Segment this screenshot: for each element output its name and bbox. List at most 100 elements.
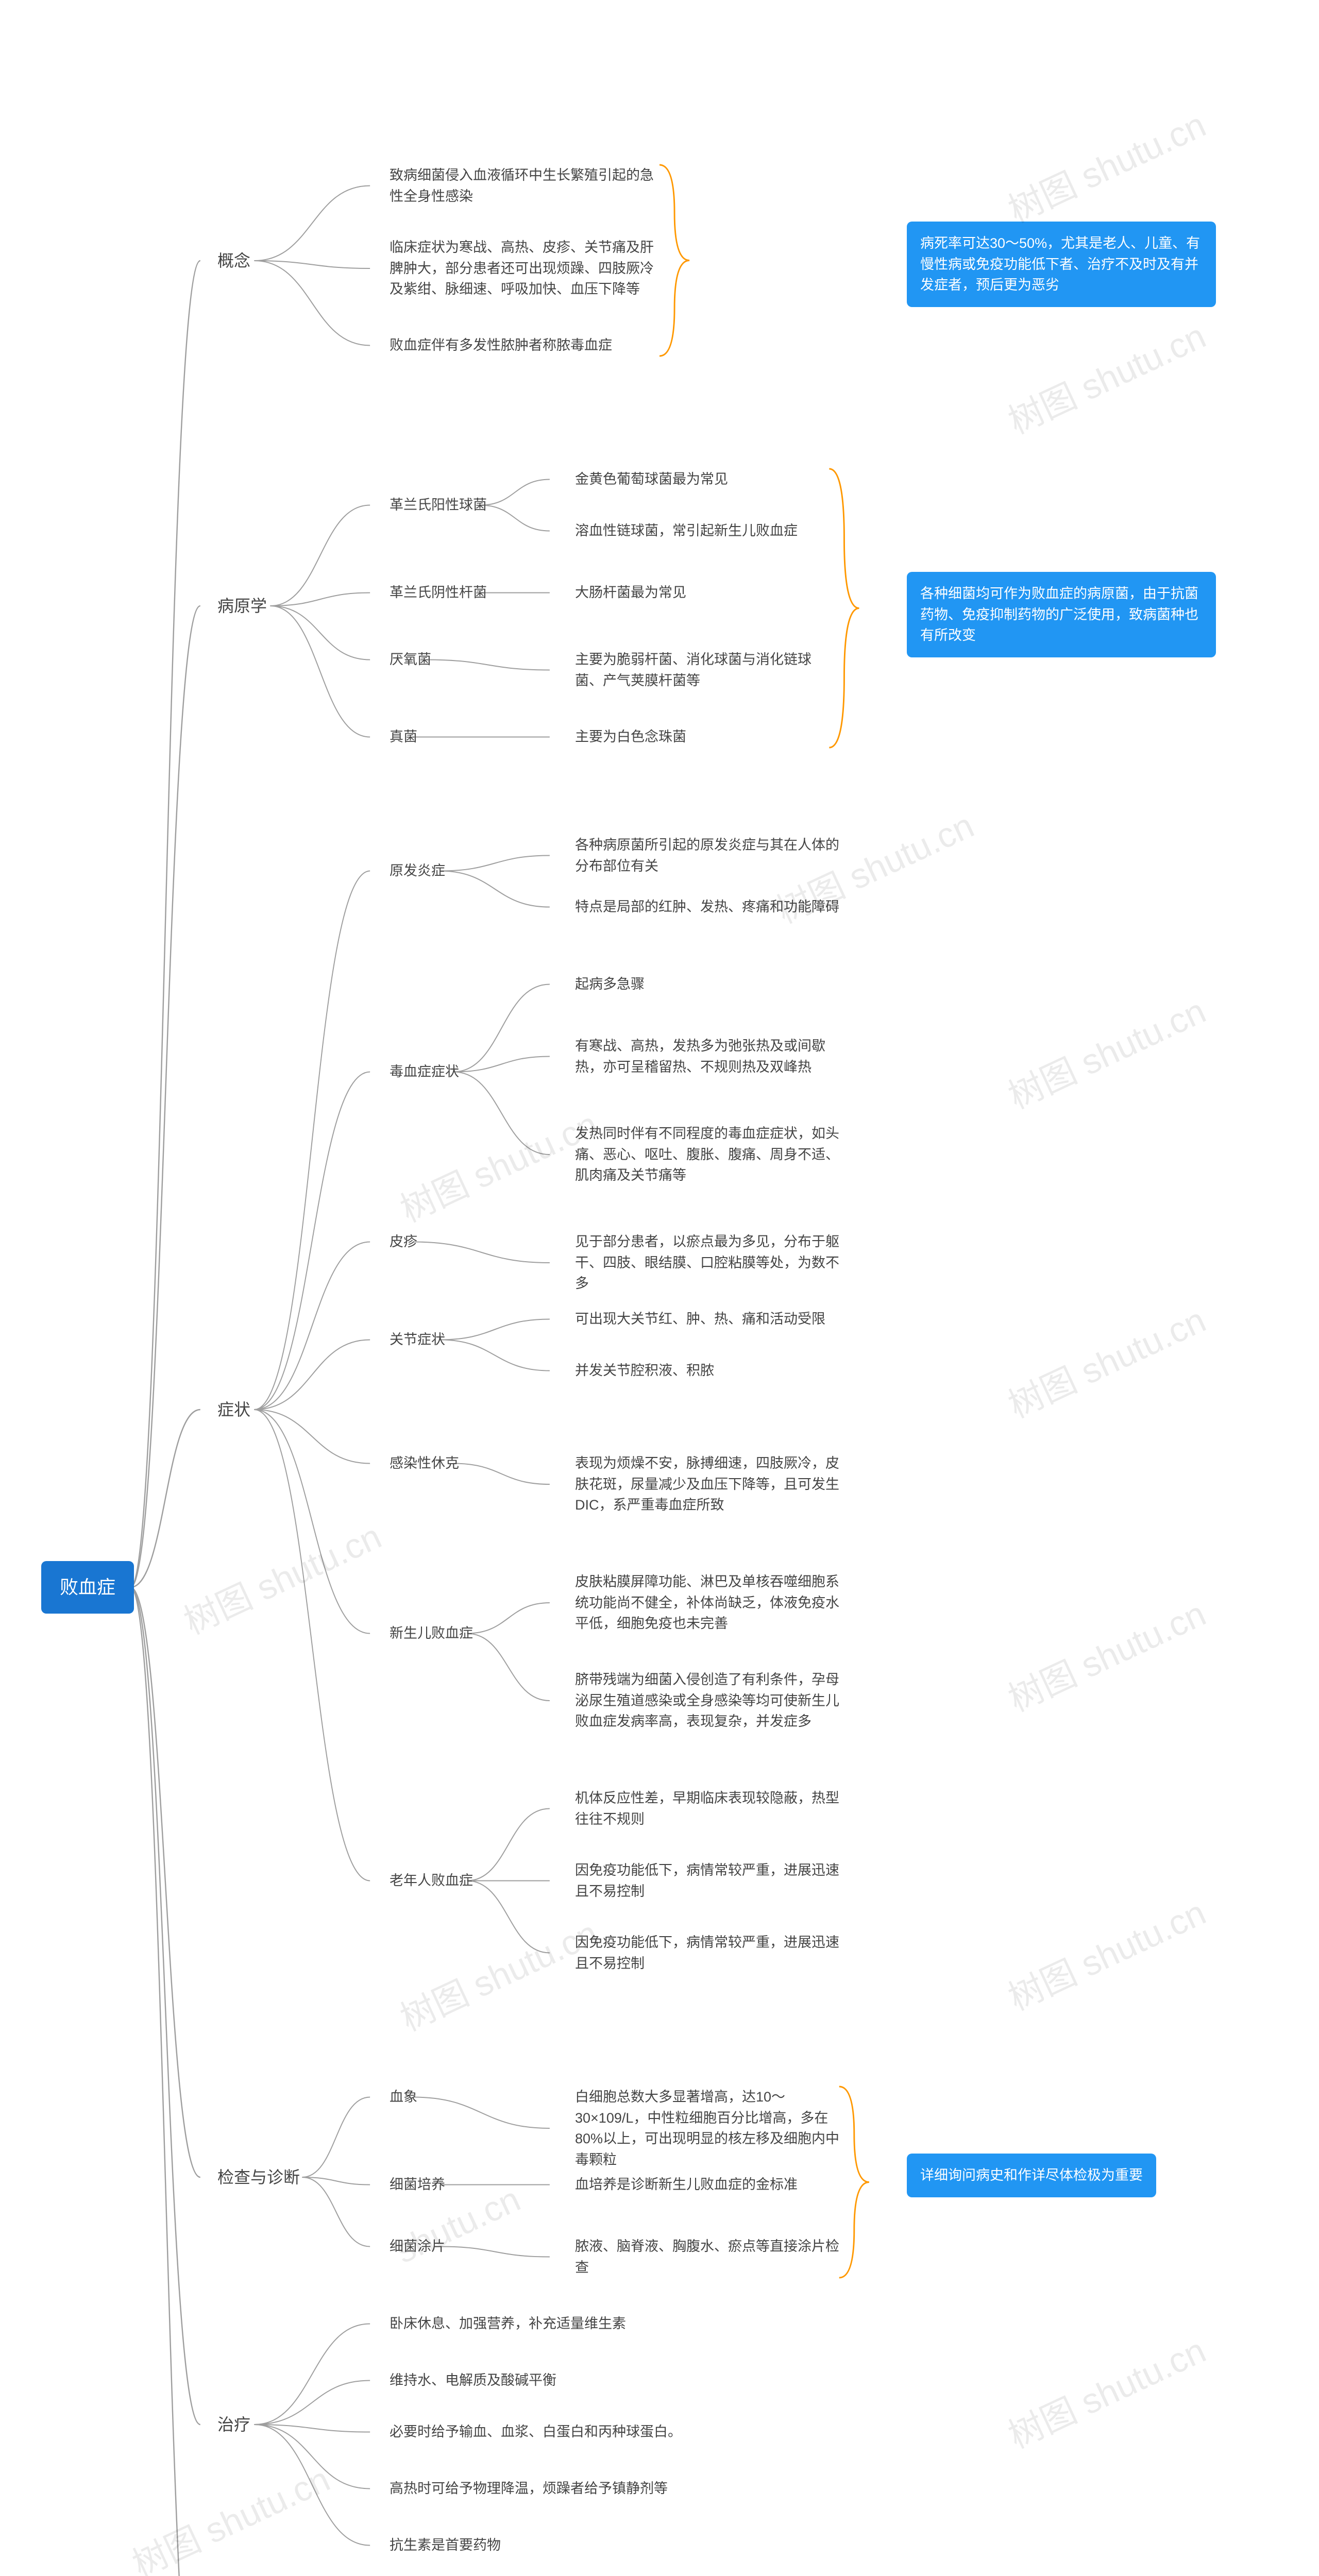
- symptoms-primary-child-0-label: 各种病原菌所引起的原发炎症与其在人体的分布部位有关: [575, 835, 847, 876]
- symptoms-elderly: 老年人败血症: [381, 1865, 481, 1896]
- symptoms-elderly-child-0: 机体反应性差，早期临床表现较隐蔽，热型往往不规则: [567, 1783, 855, 1835]
- level1-treatment-label: 治疗: [217, 2412, 250, 2437]
- mindmap-canvas: 败血症概念病原学症状检查与诊断治疗预防致病细菌侵入血液循环中生长繁殖引起的急性全…: [21, 41, 1298, 2576]
- pathology-fungus-child-0: 主要为白色念珠菌: [567, 721, 695, 753]
- treatment-child-3: 高热时可给予物理降温，烦躁者给予镇静剂等: [381, 2473, 676, 2504]
- pathology-fungus: 真菌: [381, 721, 426, 753]
- symptoms-joint: 关节症状: [381, 1324, 453, 1355]
- concept-child-1-label: 临床症状为寒战、高热、皮疹、关节痛及肝脾肿大，部分患者还可出现烦躁、四肢厥冷及紫…: [390, 237, 662, 300]
- pathology-anaerobe: 厌氧菌: [381, 644, 439, 675]
- symptoms-toxemia-child-2: 发热同时伴有不同程度的毒血症症状，如头痛、恶心、呕吐、腹胀、腹痛、周身不适、肌肉…: [567, 1118, 855, 1191]
- treatment-child-4-label: 抗生素是首要药物: [390, 2535, 501, 2556]
- watermark-3: 树图 shutu.cn: [999, 983, 1212, 1119]
- diagnosis-blood-label: 血象: [390, 2087, 417, 2108]
- symptoms-elderly-child-0-label: 机体反应性差，早期临床表现较隐蔽，热型往往不规则: [575, 1788, 847, 1829]
- symptoms-toxemia-child-0-label: 起病多急骤: [575, 974, 645, 995]
- symptoms-joint-child-1: 并发关节腔积液、积脓: [567, 1355, 722, 1386]
- watermark-1: 树图 shutu.cn: [999, 308, 1212, 444]
- symptoms-primary-child-1: 特点是局部的红肿、发热、疼痛和功能障碍: [567, 891, 848, 923]
- diagnosis-blood: 血象: [381, 2081, 426, 2113]
- pathology-anaerobe-label: 厌氧菌: [390, 649, 431, 670]
- watermark-6: 树图 shutu.cn: [174, 1509, 388, 1645]
- symptoms-rash: 皮疹: [381, 1226, 426, 1258]
- concept-child-0: 致病细菌侵入血液循环中生长繁殖引起的急性全身性感染: [381, 160, 670, 212]
- symptoms-elderly-child-1-label: 因免疫功能低下，病情常较严重，进展迅速且不易控制: [575, 1860, 847, 1902]
- diagnosis-culture: 细菌培养: [381, 2169, 453, 2200]
- symptoms-elderly-child-2: 因免疫功能低下，病情常较严重，进展迅速且不易控制: [567, 1927, 855, 1979]
- level1-pathology-label: 病原学: [217, 594, 267, 618]
- symptoms-shock-child-0-label: 表现为烦燥不安，脉搏细速，四肢厥冷，皮肤花斑，尿量减少及血压下降等，且可发生DI…: [575, 1453, 847, 1516]
- pathology-gram_pos-child-1: 溶血性链球菌，常引起新生儿败血症: [567, 515, 806, 547]
- symptoms-elderly-child-1: 因免疫功能低下，病情常较严重，进展迅速且不易控制: [567, 1855, 855, 1907]
- symptoms-shock-child-0: 表现为烦燥不安，脉搏细速，四肢厥冷，皮肤花斑，尿量减少及血压下降等，且可发生DI…: [567, 1448, 855, 1521]
- symptoms-toxemia-child-1-label: 有寒战、高热，发热多为弛张热及或间歇热，亦可呈稽留热、不规则热及双峰热: [575, 1036, 847, 1077]
- pathology-fungus-label: 真菌: [390, 726, 417, 748]
- diagnosis-callout-label: 详细询问病史和作详尽体检极为重要: [920, 2165, 1143, 2186]
- level1-diagnosis-label: 检查与诊断: [217, 2165, 300, 2190]
- pathology-gram_pos-child-0: 金黄色葡萄球菌最为常见: [567, 464, 736, 495]
- watermark-7: 树图 shutu.cn: [999, 1586, 1212, 1722]
- root-node-label: 败血症: [60, 1573, 115, 1601]
- symptoms-primary-child-0: 各种病原菌所引起的原发炎症与其在人体的分布部位有关: [567, 829, 855, 882]
- symptoms-rash-child-0-label: 见于部分患者，以瘀点最为多见，分布于躯干、四肢、眼结膜、口腔粘膜等处，为数不多: [575, 1231, 847, 1294]
- symptoms-toxemia-child-1: 有寒战、高热，发热多为弛张热及或间歇热，亦可呈稽留热、不规则热及双峰热: [567, 1030, 855, 1082]
- level1-concept-label: 概念: [217, 248, 250, 273]
- level1-treatment: 治疗: [206, 2406, 262, 2443]
- concept-child-1: 临床症状为寒战、高热、皮疹、关节痛及肝脾肿大，部分患者还可出现烦躁、四肢厥冷及紫…: [381, 232, 670, 305]
- pathology-gram_pos: 革兰氏阳性球菌: [381, 489, 495, 521]
- watermark-5: 树图 shutu.cn: [999, 1292, 1212, 1428]
- pathology-gram_pos-child-1-label: 溶血性链球菌，常引起新生儿败血症: [575, 520, 798, 541]
- symptoms-primary-label: 原发炎症: [390, 860, 445, 882]
- symptoms-primary-child-1-label: 特点是局部的红肿、发热、疼痛和功能障碍: [575, 896, 839, 918]
- pathology-gram_neg: 革兰氏阴性杆菌: [381, 577, 495, 608]
- symptoms-rash-label: 皮疹: [390, 1231, 417, 1252]
- diagnosis-blood-child-0: 白细胞总数大多显著增高，达10～30×109/L，中性粒细胞百分比增高，多在80…: [567, 2081, 855, 2175]
- root-node: 败血症: [41, 1561, 134, 1614]
- symptoms-neonate-label: 新生儿败血症: [390, 1623, 473, 1644]
- diagnosis-callout: 详细询问病史和作详尽体检极为重要: [907, 2154, 1156, 2197]
- watermark-11: 树图 shutu.cn: [999, 2323, 1212, 2459]
- symptoms-shock: 感染性休克: [381, 1448, 467, 1479]
- symptoms-toxemia-child-0: 起病多急骤: [567, 969, 653, 1000]
- level1-pathology: 病原学: [206, 587, 278, 624]
- pathology-gram_pos-label: 革兰氏阳性球菌: [390, 495, 487, 516]
- symptoms-joint-child-0: 可出现大关节红、肿、热、痛和活动受限: [567, 1303, 834, 1335]
- concept-child-2: 败血症伴有多发性脓肿者称脓毒血症: [381, 330, 620, 361]
- diagnosis-culture-child-0: 血培养是诊断新生儿败血症的金标准: [567, 2169, 806, 2200]
- pathology-fungus-child-0-label: 主要为白色念珠菌: [575, 726, 686, 748]
- concept-child-2-label: 败血症伴有多发性脓肿者称脓毒血症: [390, 335, 612, 356]
- pathology-gram_neg-child-0-label: 大肠杆菌最为常见: [575, 582, 686, 603]
- treatment-child-0: 卧床休息、加强营养，补充适量维生素: [381, 2308, 634, 2340]
- level1-concept: 概念: [206, 242, 262, 279]
- symptoms-elderly-child-2-label: 因免疫功能低下，病情常较严重，进展迅速且不易控制: [575, 1932, 847, 1974]
- treatment-child-3-label: 高热时可给予物理降温，烦躁者给予镇静剂等: [390, 2478, 668, 2499]
- symptoms-toxemia: 毒血症症状: [381, 1056, 467, 1088]
- pathology-gram_neg-child-0: 大肠杆菌最为常见: [567, 577, 695, 608]
- diagnosis-smear-child-0-label: 脓液、脑脊液、胸腹水、瘀点等直接涂片检查: [575, 2236, 847, 2278]
- diagnosis-smear: 细菌涂片: [381, 2231, 453, 2262]
- treatment-child-1: 维持水、电解质及酸碱平衡: [381, 2365, 565, 2396]
- symptoms-joint-child-0-label: 可出现大关节红、肿、热、痛和活动受限: [575, 1309, 825, 1330]
- symptoms-neonate: 新生儿败血症: [381, 1618, 481, 1649]
- symptoms-neonate-child-0: 皮肤粘膜屏障功能、淋巴及单核吞噬细胞系统功能尚不健全，补体尚缺乏，体液免疫水平低…: [567, 1566, 855, 1639]
- symptoms-neonate-child-0-label: 皮肤粘膜屏障功能、淋巴及单核吞噬细胞系统功能尚不健全，补体尚缺乏，体液免疫水平低…: [575, 1571, 847, 1634]
- watermark-9: 树图 shutu.cn: [999, 1885, 1212, 2021]
- symptoms-rash-child-0: 见于部分患者，以瘀点最为多见，分布于躯干、四肢、眼结膜、口腔粘膜等处，为数不多: [567, 1226, 855, 1299]
- pathology-gram_pos-child-0-label: 金黄色葡萄球菌最为常见: [575, 469, 728, 490]
- pathology-callout-label: 各种细菌均可作为败血症的病原菌，由于抗菌药物、免疫抑制药物的广泛使用，致病菌种也…: [920, 583, 1203, 646]
- concept-child-0-label: 致病细菌侵入血液循环中生长繁殖引起的急性全身性感染: [390, 165, 662, 207]
- diagnosis-culture-child-0-label: 血培养是诊断新生儿败血症的金标准: [575, 2174, 798, 2195]
- diagnosis-blood-child-0-label: 白细胞总数大多显著增高，达10～30×109/L，中性粒细胞百分比增高，多在80…: [575, 2087, 847, 2170]
- level1-symptoms: 症状: [206, 1391, 262, 1428]
- level1-symptoms-label: 症状: [217, 1397, 250, 1422]
- diagnosis-culture-label: 细菌培养: [390, 2174, 445, 2195]
- pathology-gram_neg-label: 革兰氏阴性杆菌: [390, 582, 487, 603]
- pathology-anaerobe-child-0: 主要为脆弱杆菌、消化球菌与消化链球菌、产气荚膜杆菌等: [567, 644, 845, 696]
- diagnosis-smear-label: 细菌涂片: [390, 2236, 445, 2257]
- watermark-12: 树图 shutu.cn: [123, 2451, 336, 2576]
- symptoms-neonate-child-1-label: 脐带残端为细菌入侵创造了有利条件，孕母泌尿生殖道感染或全身感染等均可使新生儿败血…: [575, 1669, 847, 1732]
- watermark-0: 树图 shutu.cn: [999, 97, 1212, 233]
- symptoms-shock-label: 感染性休克: [390, 1453, 459, 1474]
- symptoms-neonate-child-1: 脐带残端为细菌入侵创造了有利条件，孕母泌尿生殖道感染或全身感染等均可使新生儿败血…: [567, 1664, 855, 1737]
- symptoms-joint-child-1-label: 并发关节腔积液、积脓: [575, 1360, 714, 1381]
